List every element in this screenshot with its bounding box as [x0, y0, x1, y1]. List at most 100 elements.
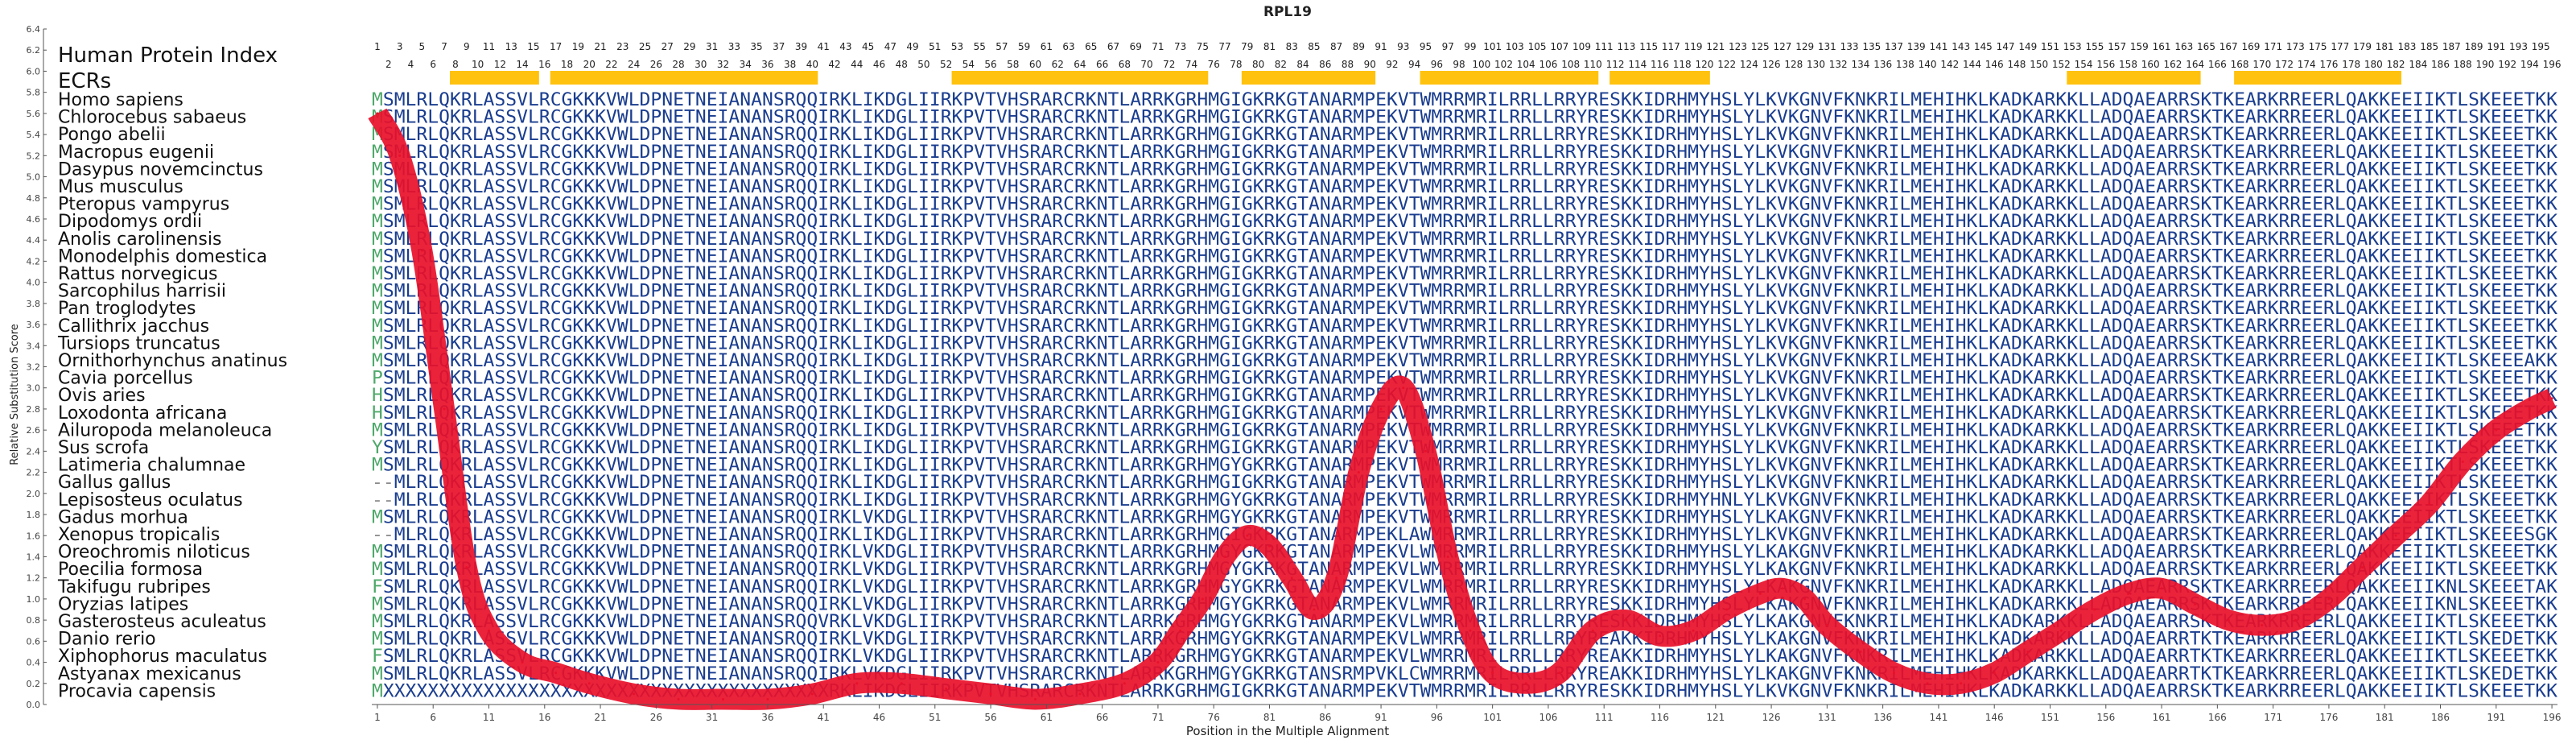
species-label: Tursiops truncatus [57, 333, 221, 353]
data-point [1424, 449, 1427, 453]
x-tick-label: 131 [1818, 712, 1836, 723]
data-point [1960, 682, 1963, 685]
x-tick-label: 146 [1985, 712, 2004, 723]
ecr-bar [2234, 71, 2401, 85]
human-index-number: 40 [806, 59, 818, 70]
data-point [1558, 672, 1561, 675]
human-index-number: 163 [2174, 41, 2193, 52]
y-tick-label: 3.4 [27, 341, 41, 351]
x-tick-label: 151 [2041, 712, 2059, 723]
human-index-number: 6 [430, 59, 436, 70]
human-protein-index-row: 1234567891011121314151617181920212223242… [374, 41, 2561, 70]
x-tick-label: 16 [538, 712, 550, 723]
human-index-number: 53 [951, 41, 963, 52]
alignment-row: Pan troglodytes MSMLRLQKRLASSVLRCGKKKVWLD… [58, 299, 2558, 319]
x-tick-label: 106 [1539, 712, 1557, 723]
x-tick-label: 86 [1319, 712, 1331, 723]
human-index-number: 125 [1751, 41, 1770, 52]
y-tick-label: 3.6 [27, 320, 41, 330]
y-tick-label: 2.2 [27, 468, 41, 478]
y-tick-label: 5.0 [27, 172, 41, 183]
alignment-row: Cavia porcellus PSMLRLQKRLASSVLRCGKKKVWLD… [58, 369, 2558, 389]
series-layer [368, 108, 2557, 710]
human-index-number: 94 [1408, 59, 1420, 70]
y-tick-label: 1.0 [27, 594, 41, 605]
data-point [1825, 624, 1828, 627]
data-point [722, 697, 724, 700]
human-index-number: 37 [773, 41, 785, 52]
human-index-number: 28 [672, 59, 684, 70]
x-tick-label: 156 [2096, 712, 2115, 723]
data-point [2327, 597, 2331, 601]
human-index-number: 45 [862, 41, 874, 52]
data-point [420, 249, 423, 252]
species-label: Pongo abelii [58, 125, 166, 145]
alignment-row: Oryzias latipes MSMLRLQKRLASSVLRCGKKKVWLD… [58, 594, 2558, 614]
human-index-number: 49 [906, 41, 918, 52]
human-index-number: 10 [472, 59, 484, 70]
y-tick-label: 1.4 [27, 552, 41, 562]
human-index-number: 20 [583, 59, 596, 70]
human-index-number: 23 [616, 41, 629, 52]
data-point [1725, 608, 1729, 611]
x-tick-label: 61 [1041, 712, 1053, 723]
human-index-number: 169 [2241, 41, 2260, 52]
human-index-number: 142 [1940, 59, 1959, 70]
data-point [1446, 555, 1449, 558]
data-point [1335, 576, 1338, 580]
data-point [1781, 587, 1784, 590]
y-tick-label: 5.4 [27, 130, 41, 140]
human-index-number: 114 [1628, 59, 1647, 70]
human-index-number: 8 [452, 59, 459, 70]
data-point [2026, 650, 2030, 653]
data-point [488, 629, 490, 632]
x-axis: 1 6 11 16 21 26 31 36 41 46 51 56 61 66 71 76 81 86 91 96 10… [372, 704, 2562, 723]
human-index-number: 54 [962, 59, 975, 70]
y-tick-label: 4.8 [27, 193, 41, 204]
alignment-row: Latimeria chalumnae MSMLRLQKRLASSVLRCGKKK… [58, 456, 2558, 476]
human-index-number: 139 [1907, 41, 1926, 52]
human-index-number: 112 [1606, 59, 1625, 70]
human-index-number: 30 [694, 59, 707, 70]
data-point [2160, 587, 2163, 590]
species-label: Dipodomys ordii [58, 212, 202, 232]
human-index-number: 115 [1639, 41, 1658, 52]
human-index-number: 167 [2219, 41, 2238, 52]
ecr-bar [550, 71, 818, 85]
human-index-number: 27 [662, 41, 674, 52]
data-point [1993, 672, 1996, 675]
chart-title: RPL19 [1263, 4, 1312, 20]
data-point [554, 672, 558, 675]
data-point [2294, 618, 2297, 622]
data-point [2394, 534, 2397, 537]
y-tick-label: 2.4 [27, 446, 41, 457]
sequence-text: MSMLRLQKRLASSVLRCGKKKVWLDPNETNEIANANSRQQ… [372, 560, 2558, 580]
x-tick-label: 96 [1431, 712, 1443, 723]
x-tick-label: 141 [1929, 712, 1947, 723]
human-index-number: 116 [1651, 59, 1669, 70]
human-index-number: 123 [1729, 41, 1747, 52]
data-point [2194, 602, 2197, 605]
data-point [1524, 682, 1527, 685]
human-index-number: 85 [1308, 41, 1320, 52]
data-point [1290, 576, 1293, 580]
human-index-number: 141 [1929, 41, 1947, 52]
human-index-number: 149 [2018, 41, 2037, 52]
data-point [1926, 682, 1929, 685]
human-index-number: 7 [441, 41, 447, 52]
x-tick-label: 26 [650, 712, 662, 723]
human-index-number: 31 [706, 41, 718, 52]
species-label: Ailuropoda melanoleuca [58, 420, 272, 440]
human-index-number: 183 [2397, 41, 2416, 52]
sequence-text: MSMLRLQKRLASSVLRCGKKKVWLDPNETNEIANANSRQQ… [372, 229, 2558, 250]
sequence-text: MSMLRLQKRLASSVLRCGKKKVWLDPNETNEIANANSRQQ… [372, 195, 2558, 215]
species-label: Dasypus novemcinctus [58, 159, 263, 180]
human-index-number: 118 [1673, 59, 1692, 70]
x-tick-label: 1 [374, 712, 381, 723]
human-index-number: 25 [639, 41, 651, 52]
human-index-number: 2 [385, 59, 392, 70]
y-axis: 0.0 0.2 0.4 0.6 0.8 1.0 1.2 1.4 1.6 1.8 2.0 2.2 2.4 2… [27, 24, 47, 710]
human-index-number: 129 [1795, 41, 1814, 52]
y-tick-label: 1.2 [27, 573, 41, 584]
sequence-text: MSMLRLQKRLASSVLRCGKKKVWLDPNETNEIANANSRQQ… [372, 420, 2558, 440]
